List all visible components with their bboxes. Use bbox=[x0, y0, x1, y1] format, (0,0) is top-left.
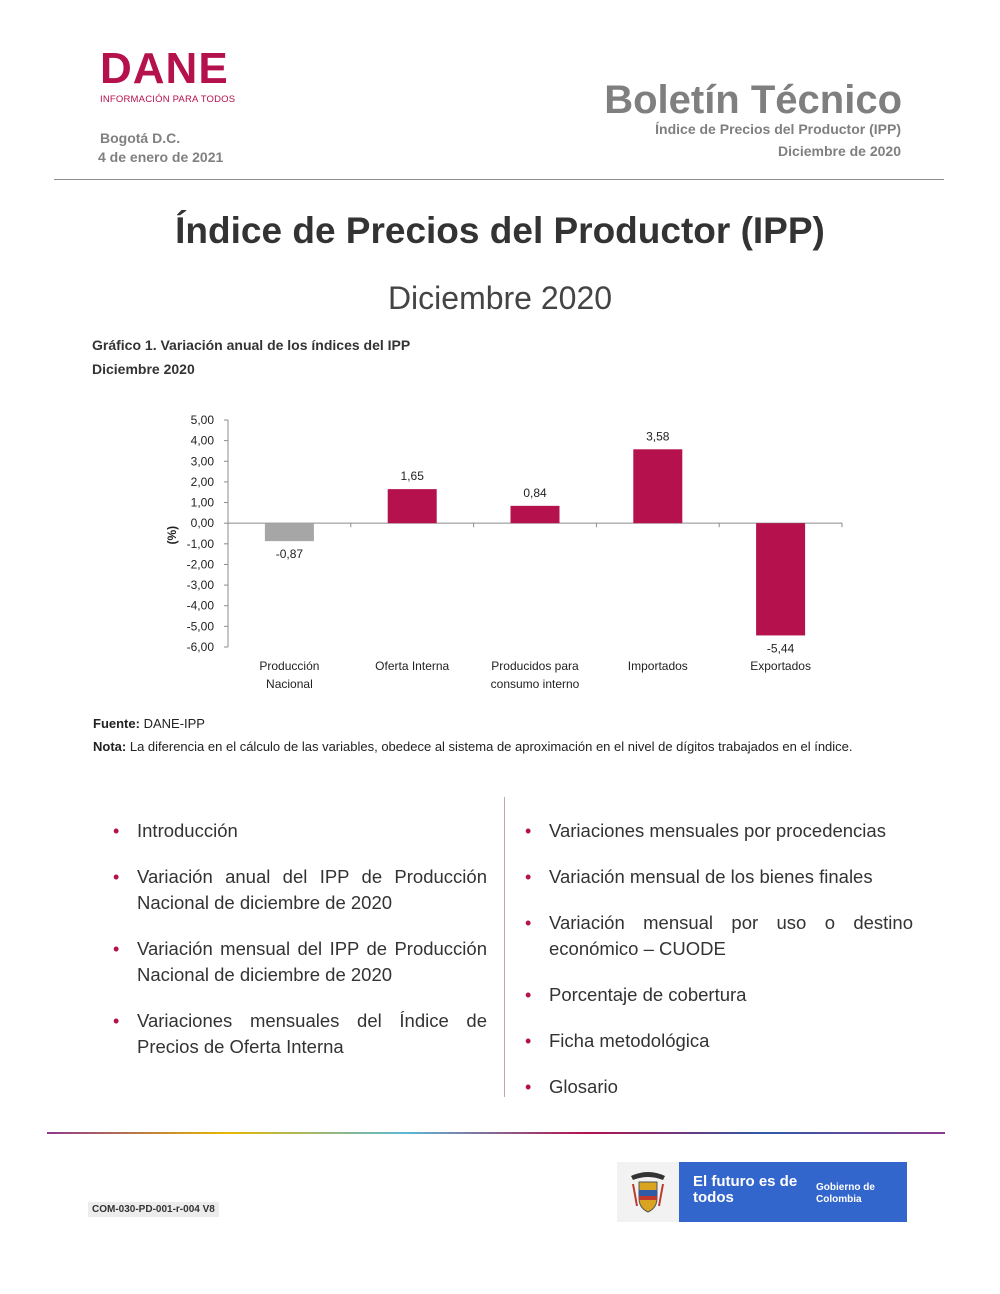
page-title: Índice de Precios del Productor (IPP) bbox=[175, 210, 825, 251]
category-label: Producidos para bbox=[491, 659, 579, 673]
contents-right-list: Variaciones mensuales por procedencias Va… bbox=[521, 818, 913, 1120]
contents-left-item: Variaciones mensuales del Índice de Prec… bbox=[109, 1008, 487, 1060]
y-tick-label: 2,00 bbox=[191, 475, 215, 489]
category-label: Exportados bbox=[750, 659, 811, 673]
y-tick-label: -5,00 bbox=[187, 619, 215, 633]
data-label: 3,58 bbox=[646, 429, 670, 443]
bar bbox=[510, 505, 560, 524]
note-label: Nota: bbox=[93, 739, 127, 754]
y-tick-label: -2,00 bbox=[187, 557, 215, 571]
gov-slogan: El futuro es de todos bbox=[693, 1173, 798, 1206]
category-label: Oferta Interna bbox=[375, 659, 449, 673]
bar bbox=[264, 523, 314, 542]
note-value: La diferencia en el cálculo de las varia… bbox=[129, 739, 853, 754]
contents-left-list: Introducción Variación anual del IPP de P… bbox=[109, 818, 487, 1080]
figure-period: Diciembre 2020 bbox=[92, 361, 195, 377]
contents-right-item: Variación mensual por uso o destino econ… bbox=[521, 910, 913, 962]
bar-chart: 5,00 4,00 3,00 2,00 1,00 0,00 -1,00 -2,00 -3,00 -… bbox=[165, 413, 843, 691]
gov-name-panel: Gobierno de Colombia bbox=[801, 1162, 907, 1222]
contents-right-item: Glosario bbox=[521, 1074, 913, 1100]
contents-right-item: Porcentaje de cobertura bbox=[521, 982, 913, 1008]
source-label: Fuente: bbox=[93, 716, 140, 731]
y-tick-label: -4,00 bbox=[187, 599, 215, 613]
y-tick-label: 1,00 bbox=[191, 496, 215, 510]
figure-title: Gráfico 1. Variación anual de los índice… bbox=[92, 337, 411, 353]
coat-of-arms-icon bbox=[631, 1172, 665, 1213]
publication-date: 4 de enero de 2021 bbox=[98, 149, 224, 165]
form-code: COM-030-PD-001-r-004 V8 bbox=[88, 1202, 219, 1217]
header-divider bbox=[54, 179, 944, 180]
data-label: -0,87 bbox=[276, 547, 304, 561]
data-label: 0,84 bbox=[523, 486, 547, 500]
category-label: Producción bbox=[259, 659, 319, 673]
coat-of-arms-panel bbox=[617, 1162, 679, 1222]
source-value: DANE-IPP bbox=[143, 716, 205, 731]
gov-slogan-panel: El futuro es de todos bbox=[679, 1162, 801, 1222]
bar bbox=[387, 489, 437, 524]
y-tick-label: 0,00 bbox=[191, 516, 215, 530]
y-tick-label: -3,00 bbox=[187, 578, 215, 592]
gov-name: Gobierno de Colombia bbox=[816, 1182, 875, 1205]
y-tick-label: 5,00 bbox=[191, 413, 215, 427]
data-label: -5,44 bbox=[767, 641, 795, 655]
y-axis-label: (%) bbox=[165, 526, 179, 545]
contents-right-item: Variación mensual de los bienes finales bbox=[521, 864, 913, 890]
column-divider bbox=[504, 797, 505, 1097]
bar bbox=[633, 449, 683, 524]
note-line: Nota: La diferencia en el cálculo de las… bbox=[93, 737, 903, 757]
city-label: Bogotá D.C. bbox=[100, 130, 181, 146]
contents-right-item: Ficha metodológica bbox=[521, 1028, 913, 1054]
government-banner: El futuro es de todos Gobierno de Colomb… bbox=[617, 1162, 907, 1222]
bulletin-subtitle: Índice de Precios del Productor (IPP) bbox=[655, 121, 901, 137]
bulletin-title: Boletín Técnico bbox=[604, 78, 902, 122]
page-subtitle: Diciembre 2020 bbox=[387, 280, 613, 316]
category-label: consumo interno bbox=[491, 677, 580, 691]
contents-left-item: Introducción bbox=[109, 818, 487, 844]
source-line: Fuente: DANE-IPP bbox=[93, 716, 205, 731]
category-label: Nacional bbox=[266, 677, 313, 691]
contents-left-item: Variación anual del IPP de Producción Na… bbox=[109, 864, 487, 916]
contents-right-item: Variaciones mensuales por procedencias bbox=[521, 818, 913, 844]
data-label: 1,65 bbox=[401, 469, 425, 483]
bar bbox=[756, 523, 806, 636]
bulletin-period: Diciembre de 2020 bbox=[778, 143, 901, 159]
y-tick-label: -6,00 bbox=[187, 640, 215, 654]
y-tick-label: 4,00 bbox=[191, 434, 215, 448]
category-label: Importados bbox=[628, 659, 688, 673]
y-tick-label: -1,00 bbox=[187, 537, 215, 551]
contents-left-item: Variación mensual del IPP de Producción … bbox=[109, 936, 487, 988]
y-tick-label: 3,00 bbox=[191, 454, 215, 468]
dane-logo-tagline: INFORMACIÓN PARA TODOS bbox=[100, 94, 236, 105]
dane-logo: DANE bbox=[100, 44, 229, 93]
footer-color-rule bbox=[47, 1132, 945, 1134]
